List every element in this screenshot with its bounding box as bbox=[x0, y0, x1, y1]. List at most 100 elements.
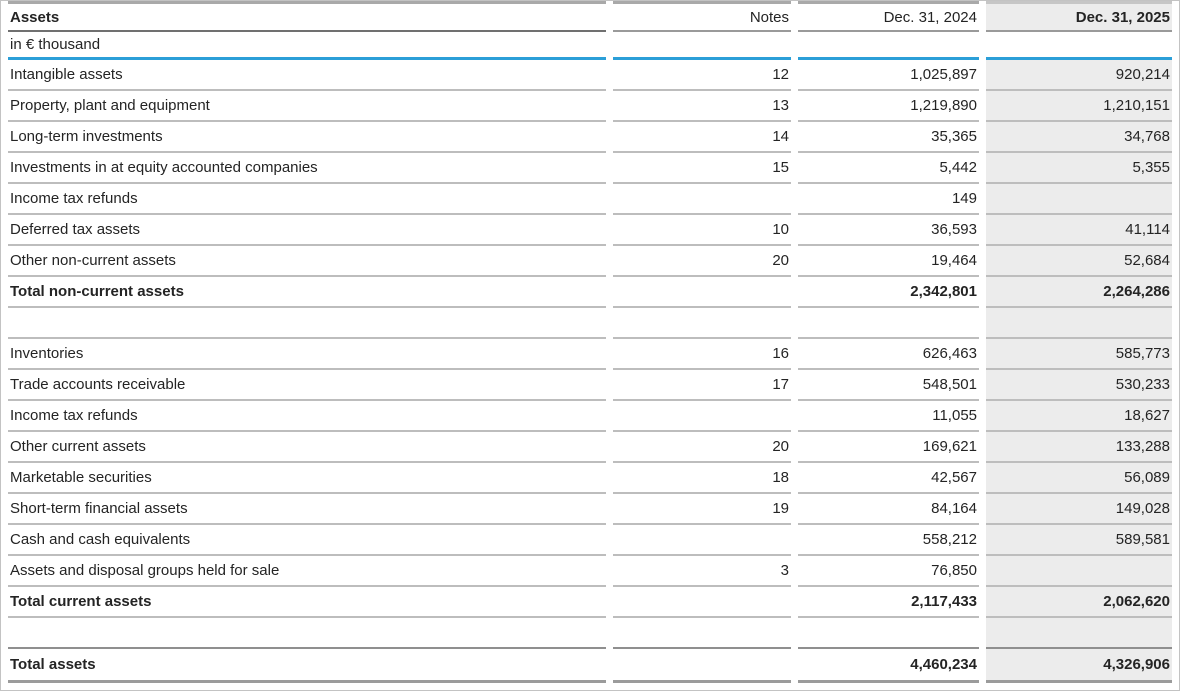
row-label bbox=[8, 618, 606, 649]
value-2025-cell: 18,627 bbox=[986, 401, 1172, 432]
value-2025-cell: 56,089 bbox=[986, 463, 1172, 494]
value-2024-cell: 4,460,234 bbox=[798, 649, 979, 683]
table-row: Assets and disposal groups held for sale… bbox=[8, 556, 1172, 587]
row-label: Inventories bbox=[8, 339, 606, 370]
note-cell bbox=[613, 184, 791, 215]
value-2024-cell: 1,219,890 bbox=[798, 91, 979, 122]
table-header-row: Assets Notes Dec. 31, 2024 Dec. 31, 2025 bbox=[8, 1, 1172, 32]
table-row: Trade accounts receivable 17 548,501 530,23… bbox=[8, 370, 1172, 401]
note-cell: 20 bbox=[613, 432, 791, 463]
note-cell: 12 bbox=[613, 60, 791, 91]
row-label: Income tax refunds bbox=[8, 401, 606, 432]
value-2024-cell: 1,025,897 bbox=[798, 60, 979, 91]
row-label: Intangible assets bbox=[8, 60, 606, 91]
unit-row: in € thousand bbox=[8, 32, 1172, 60]
column-header-dec-31-2024: Dec. 31, 2024 bbox=[798, 1, 979, 32]
value-2025-cell: 133,288 bbox=[986, 432, 1172, 463]
value-2025-cell: 920,214 bbox=[986, 60, 1172, 91]
value-2024-cell: 626,463 bbox=[798, 339, 979, 370]
note-cell bbox=[613, 649, 791, 683]
note-cell: 14 bbox=[613, 122, 791, 153]
table-row: Total assets 4,460,234 4,326,906 bbox=[8, 649, 1172, 683]
value-2024-cell bbox=[798, 308, 979, 339]
value-2024-cell: 149 bbox=[798, 184, 979, 215]
note-cell bbox=[613, 401, 791, 432]
table-row: Short-term financial assets 19 84,164 149,0… bbox=[8, 494, 1172, 525]
table-row: Other current assets 20 169,621 133,288 bbox=[8, 432, 1172, 463]
row-label: Other current assets bbox=[8, 432, 606, 463]
note-cell: 15 bbox=[613, 153, 791, 184]
value-2025-cell: 149,028 bbox=[986, 494, 1172, 525]
note-cell bbox=[613, 618, 791, 649]
value-2025-cell bbox=[986, 184, 1172, 215]
row-label: Short-term financial assets bbox=[8, 494, 606, 525]
value-2024-cell: 2,117,433 bbox=[798, 587, 979, 618]
value-2024-cell: 84,164 bbox=[798, 494, 979, 525]
value-2025-cell bbox=[986, 308, 1172, 339]
unit-label: in € thousand bbox=[8, 32, 606, 60]
value-2024-cell: 36,593 bbox=[798, 215, 979, 246]
unit-row-2025-cell bbox=[986, 32, 1172, 60]
value-2024-cell bbox=[798, 618, 979, 649]
note-cell: 3 bbox=[613, 556, 791, 587]
value-2025-cell: 1,210,151 bbox=[986, 91, 1172, 122]
value-2024-cell: 558,212 bbox=[798, 525, 979, 556]
value-2025-cell bbox=[986, 556, 1172, 587]
value-2025-cell: 4,326,906 bbox=[986, 649, 1172, 683]
value-2025-cell bbox=[986, 618, 1172, 649]
value-2024-cell: 5,442 bbox=[798, 153, 979, 184]
row-label: Deferred tax assets bbox=[8, 215, 606, 246]
value-2025-cell: 585,773 bbox=[986, 339, 1172, 370]
value-2025-cell: 34,768 bbox=[986, 122, 1172, 153]
note-cell: 17 bbox=[613, 370, 791, 401]
row-label: Trade accounts receivable bbox=[8, 370, 606, 401]
table-row: Total non-current assets 2,342,801 2,264,2… bbox=[8, 277, 1172, 308]
row-label bbox=[8, 308, 606, 339]
table-row: Other non-current assets 20 19,464 52,684 bbox=[8, 246, 1172, 277]
note-cell bbox=[613, 308, 791, 339]
row-label: Marketable securities bbox=[8, 463, 606, 494]
table-row: Total current assets 2,117,433 2,062,620 bbox=[8, 587, 1172, 618]
value-2024-cell: 19,464 bbox=[798, 246, 979, 277]
table-row: Cash and cash equivalents 558,212 589,581 bbox=[8, 525, 1172, 556]
value-2025-cell: 589,581 bbox=[986, 525, 1172, 556]
value-2024-cell: 42,567 bbox=[798, 463, 979, 494]
row-label: Total non-current assets bbox=[8, 277, 606, 308]
column-header-notes: Notes bbox=[613, 1, 791, 32]
note-cell: 20 bbox=[613, 246, 791, 277]
table-row: Intangible assets 12 1,025,897 920,214 bbox=[8, 60, 1172, 91]
row-label: Other non-current assets bbox=[8, 246, 606, 277]
note-cell: 16 bbox=[613, 339, 791, 370]
unit-row-notes-cell bbox=[613, 32, 791, 60]
row-label: Income tax refunds bbox=[8, 184, 606, 215]
page-title: Assets bbox=[8, 1, 606, 32]
table-row: Income tax refunds 11,055 18,627 bbox=[8, 401, 1172, 432]
value-2024-cell: 169,621 bbox=[798, 432, 979, 463]
value-2025-cell: 5,355 bbox=[986, 153, 1172, 184]
row-label: Cash and cash equivalents bbox=[8, 525, 606, 556]
table-row: Property, plant and equipment 13 1,219,890… bbox=[8, 91, 1172, 122]
value-2025-cell: 41,114 bbox=[986, 215, 1172, 246]
value-2025-cell: 52,684 bbox=[986, 246, 1172, 277]
value-2024-cell: 2,342,801 bbox=[798, 277, 979, 308]
value-2024-cell: 35,365 bbox=[798, 122, 979, 153]
spacer-row bbox=[8, 308, 1172, 339]
note-cell bbox=[613, 525, 791, 556]
table-row: Long-term investments 14 35,365 34,768 bbox=[8, 122, 1172, 153]
unit-row-2024-cell bbox=[798, 32, 979, 60]
value-2024-cell: 76,850 bbox=[798, 556, 979, 587]
row-label: Total assets bbox=[8, 649, 606, 683]
row-label: Total current assets bbox=[8, 587, 606, 618]
value-2025-cell: 2,264,286 bbox=[986, 277, 1172, 308]
table-row: Deferred tax assets 10 36,593 41,114 bbox=[8, 215, 1172, 246]
row-label: Property, plant and equipment bbox=[8, 91, 606, 122]
note-cell: 18 bbox=[613, 463, 791, 494]
value-2025-cell: 530,233 bbox=[986, 370, 1172, 401]
table-row: Investments in at equity accounted compa… bbox=[8, 153, 1172, 184]
table-row: Income tax refunds 149 bbox=[8, 184, 1172, 215]
row-label: Assets and disposal groups held for sale bbox=[8, 556, 606, 587]
value-2024-cell: 11,055 bbox=[798, 401, 979, 432]
value-2025-cell: 2,062,620 bbox=[986, 587, 1172, 618]
